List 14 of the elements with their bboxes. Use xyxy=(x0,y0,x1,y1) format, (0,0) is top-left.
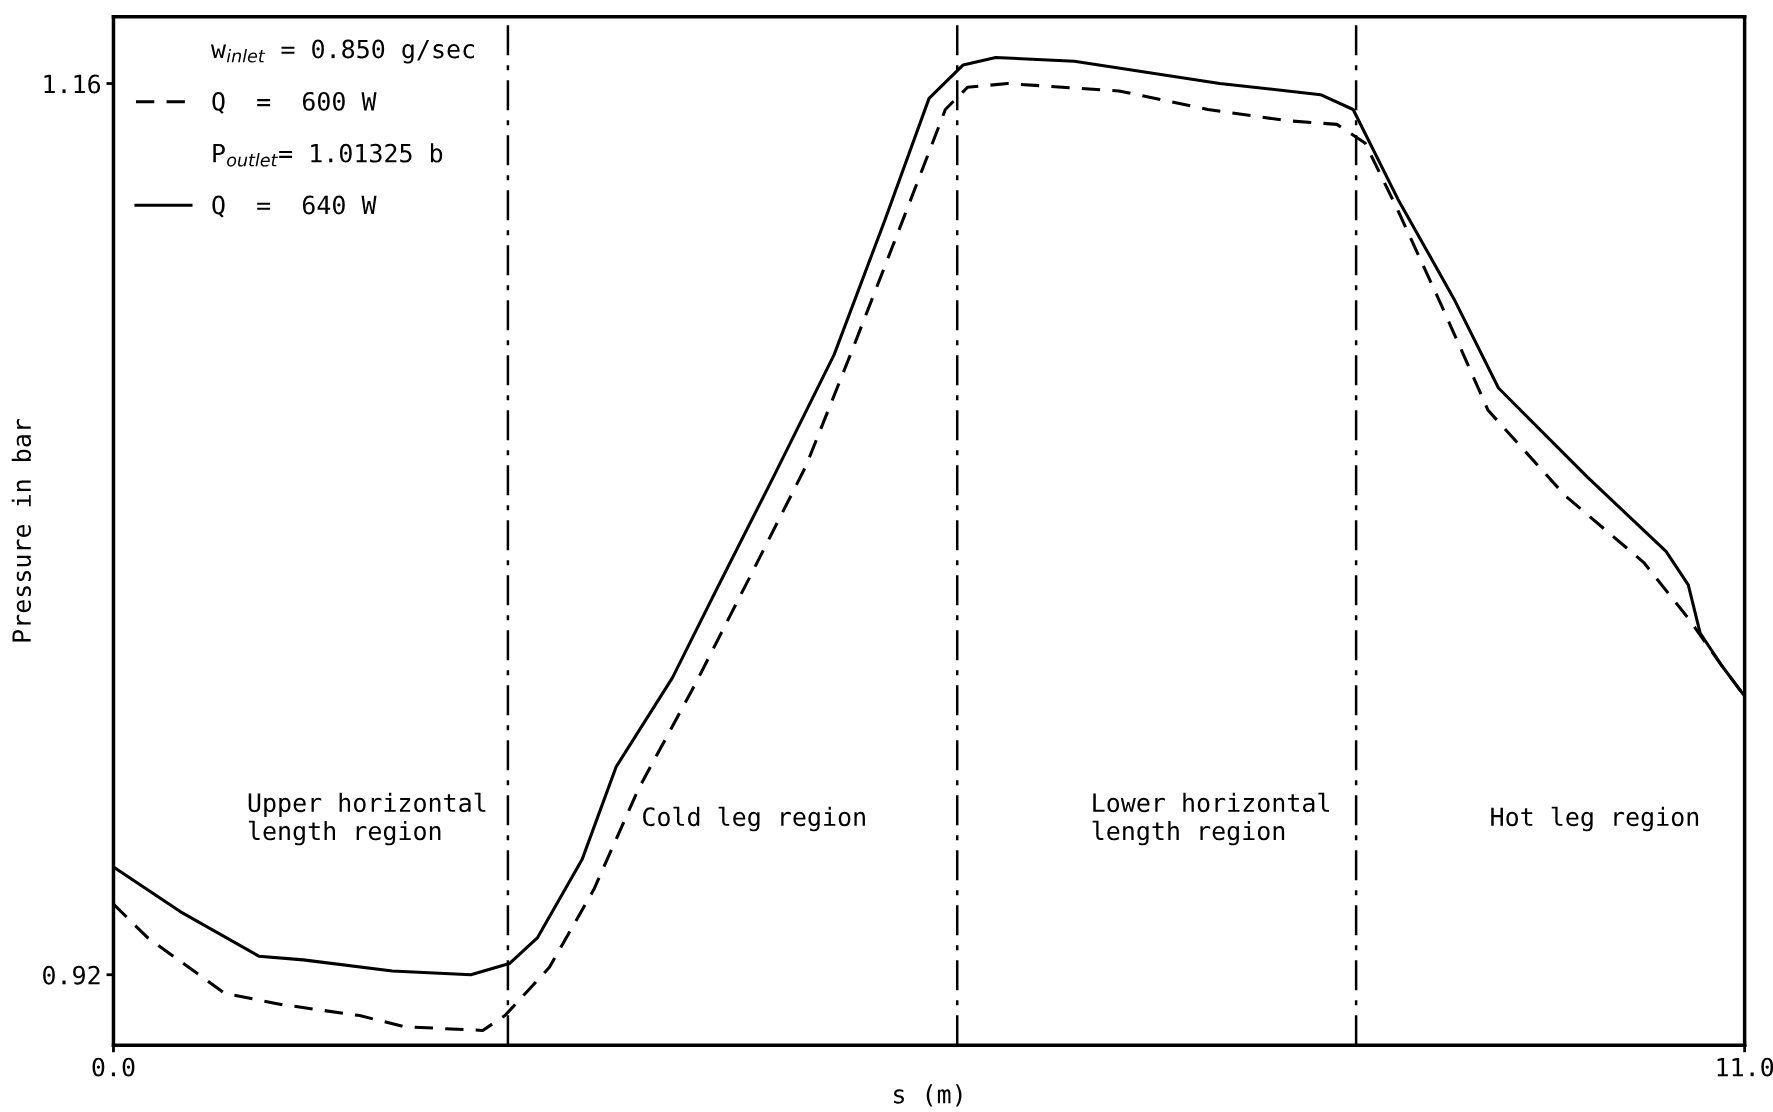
y-axis-title: Pressure in bar xyxy=(11,419,32,642)
annotation: Cold leg region xyxy=(643,806,865,832)
annotation: Hot leg region xyxy=(1491,806,1699,832)
x-tick-label: 0.0 xyxy=(92,1057,135,1077)
y-tick-label: 1.16 xyxy=(44,74,101,94)
annotation: Lower horizontal length region xyxy=(1092,792,1330,846)
annotation: P$_{outlet}$= 1.01325 b xyxy=(213,143,443,167)
x-tick-label: 11.0 xyxy=(1717,1057,1773,1077)
y-tick-label: 0.92 xyxy=(43,965,100,985)
annotation: Upper horizontal length region xyxy=(248,792,486,846)
annotation: w$_{inlet}$ = 0.850 g/sec xyxy=(210,39,475,64)
legend-label: Q = 600 W xyxy=(212,91,377,114)
legend-label: Q = 640 W xyxy=(212,195,377,218)
x-axis-title: s (m) xyxy=(894,1084,962,1107)
